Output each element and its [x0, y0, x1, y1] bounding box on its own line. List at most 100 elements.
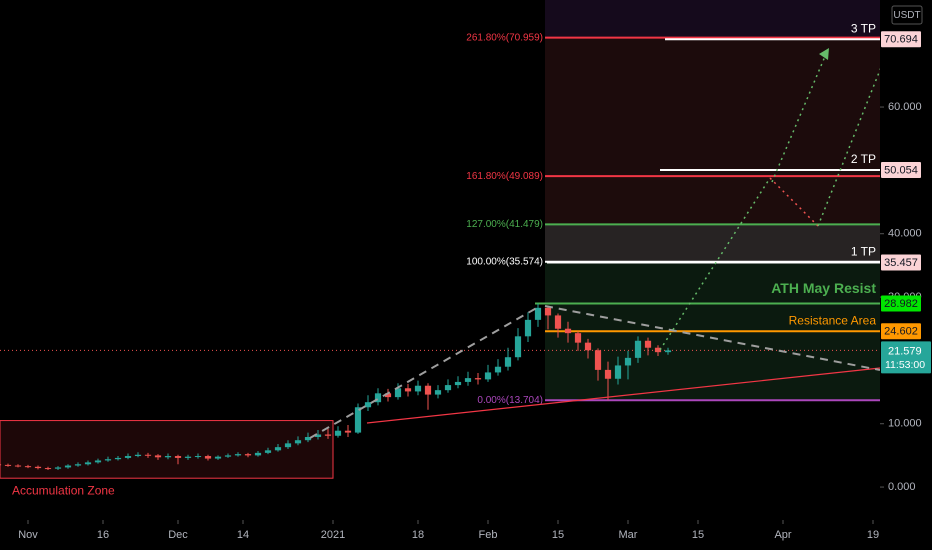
time-axis [0, 520, 932, 550]
price-tag [881, 323, 921, 340]
price-tag [881, 31, 921, 48]
projection-path [817, 64, 883, 227]
fib-band [545, 224, 880, 262]
background-layer: Accumulation Zone [0, 0, 880, 497]
candle-body [534, 307, 542, 320]
candle-body [404, 388, 412, 392]
currency-label: USDT [893, 10, 920, 21]
price-tag-label: 28.982 [884, 298, 918, 310]
x-tick-label: Apr [774, 529, 791, 541]
x-tick-label: Dec [168, 529, 188, 541]
y-tick-label: 0.000 [888, 481, 916, 493]
candle-body [664, 350, 672, 353]
price-axis [880, 0, 932, 550]
candle-body [224, 455, 232, 457]
candle-body [254, 452, 262, 456]
candle-body [204, 456, 212, 459]
price-tag-label: 50.054 [884, 164, 918, 176]
candle-body [0, 464, 2, 466]
candle-body [384, 393, 392, 398]
candle-body [304, 437, 312, 441]
drawing-layer: 261.80%(70.959) 161.80%(49.089) 127.00%(41… [0, 21, 880, 406]
candle-body [314, 434, 322, 438]
candle-body [394, 388, 402, 398]
candle-body [104, 459, 112, 461]
x-tick-label: 15 [692, 529, 704, 541]
candle-body [54, 467, 62, 469]
candle-body [4, 464, 12, 466]
candle-body [144, 454, 152, 456]
candle-body [234, 454, 242, 456]
candle-body [654, 347, 662, 353]
x-tick-label: Nov [18, 529, 38, 541]
fib-label: 261.80%(70.959) [466, 32, 543, 43]
fib-label: 100.00%(35.574) [466, 256, 543, 267]
candle-body [194, 456, 202, 458]
candle-body [514, 336, 522, 358]
trend-layer [309, 48, 883, 439]
candle-body [494, 366, 502, 373]
candle-body [24, 466, 32, 468]
projection-path [659, 177, 771, 351]
candle-body [444, 385, 452, 391]
candle-body [634, 340, 642, 358]
candle-body [284, 443, 292, 448]
y-tick-label: 60.000 [888, 101, 922, 113]
y-tick-label: 10.000 [888, 418, 922, 430]
x-tick-label: 2021 [321, 529, 345, 541]
candle-body [464, 378, 472, 382]
candle-body [344, 430, 352, 433]
candle-body [64, 465, 72, 468]
candle-body [504, 357, 512, 367]
price-tag [881, 254, 921, 271]
price-line-label: 1 TP [851, 245, 876, 259]
price-line-label: Resistance Area [789, 313, 877, 327]
candle-body [544, 307, 552, 316]
x-tick-label: 15 [552, 529, 564, 541]
zone-label: Accumulation Zone [12, 483, 115, 497]
x-tick-label: 19 [867, 529, 879, 541]
y-tick-label: 40.000 [888, 228, 922, 240]
candle-body [424, 385, 432, 395]
projection-arrow [771, 53, 827, 183]
candle-body [294, 440, 302, 444]
support-trendline [366, 367, 881, 424]
currency-box [891, 5, 923, 25]
x-tick-label: 16 [97, 529, 109, 541]
candle-body [594, 350, 602, 370]
candle-body [94, 460, 102, 463]
falling-dashed-line [544, 305, 881, 371]
candle-body [164, 456, 172, 458]
candle-body [74, 464, 82, 466]
price-line-label: 3 TP [851, 21, 876, 35]
last-price-label: 21.579 [888, 345, 922, 357]
candle-body [474, 378, 482, 380]
candle-body [434, 390, 442, 395]
price-tag-label: 70.694 [884, 34, 918, 46]
candle-body [604, 369, 612, 379]
fib-band [545, 0, 880, 38]
candle-body [584, 342, 592, 351]
candle-body [374, 393, 382, 403]
countdown-label: 11:53:00 [885, 359, 925, 371]
candle-body [124, 456, 132, 458]
candle-body [484, 372, 492, 380]
candle-body [454, 381, 462, 386]
fib-label: 0.00%(13.704) [477, 395, 543, 406]
candle-body [364, 402, 372, 408]
price-tag-label: 24.602 [884, 326, 918, 338]
fib-band [545, 37, 880, 177]
candle-body [14, 465, 22, 467]
accumulation-zone [0, 420, 334, 479]
arrow-head [819, 48, 829, 60]
fib-label: 161.80%(49.089) [466, 171, 543, 182]
candle-body [184, 456, 192, 458]
candle-body [354, 407, 362, 433]
candle-body [614, 365, 622, 379]
last-price-tag [881, 341, 931, 374]
x-tick-label: Mar [619, 529, 638, 541]
candle-body [44, 468, 52, 470]
candle-body [554, 315, 562, 329]
